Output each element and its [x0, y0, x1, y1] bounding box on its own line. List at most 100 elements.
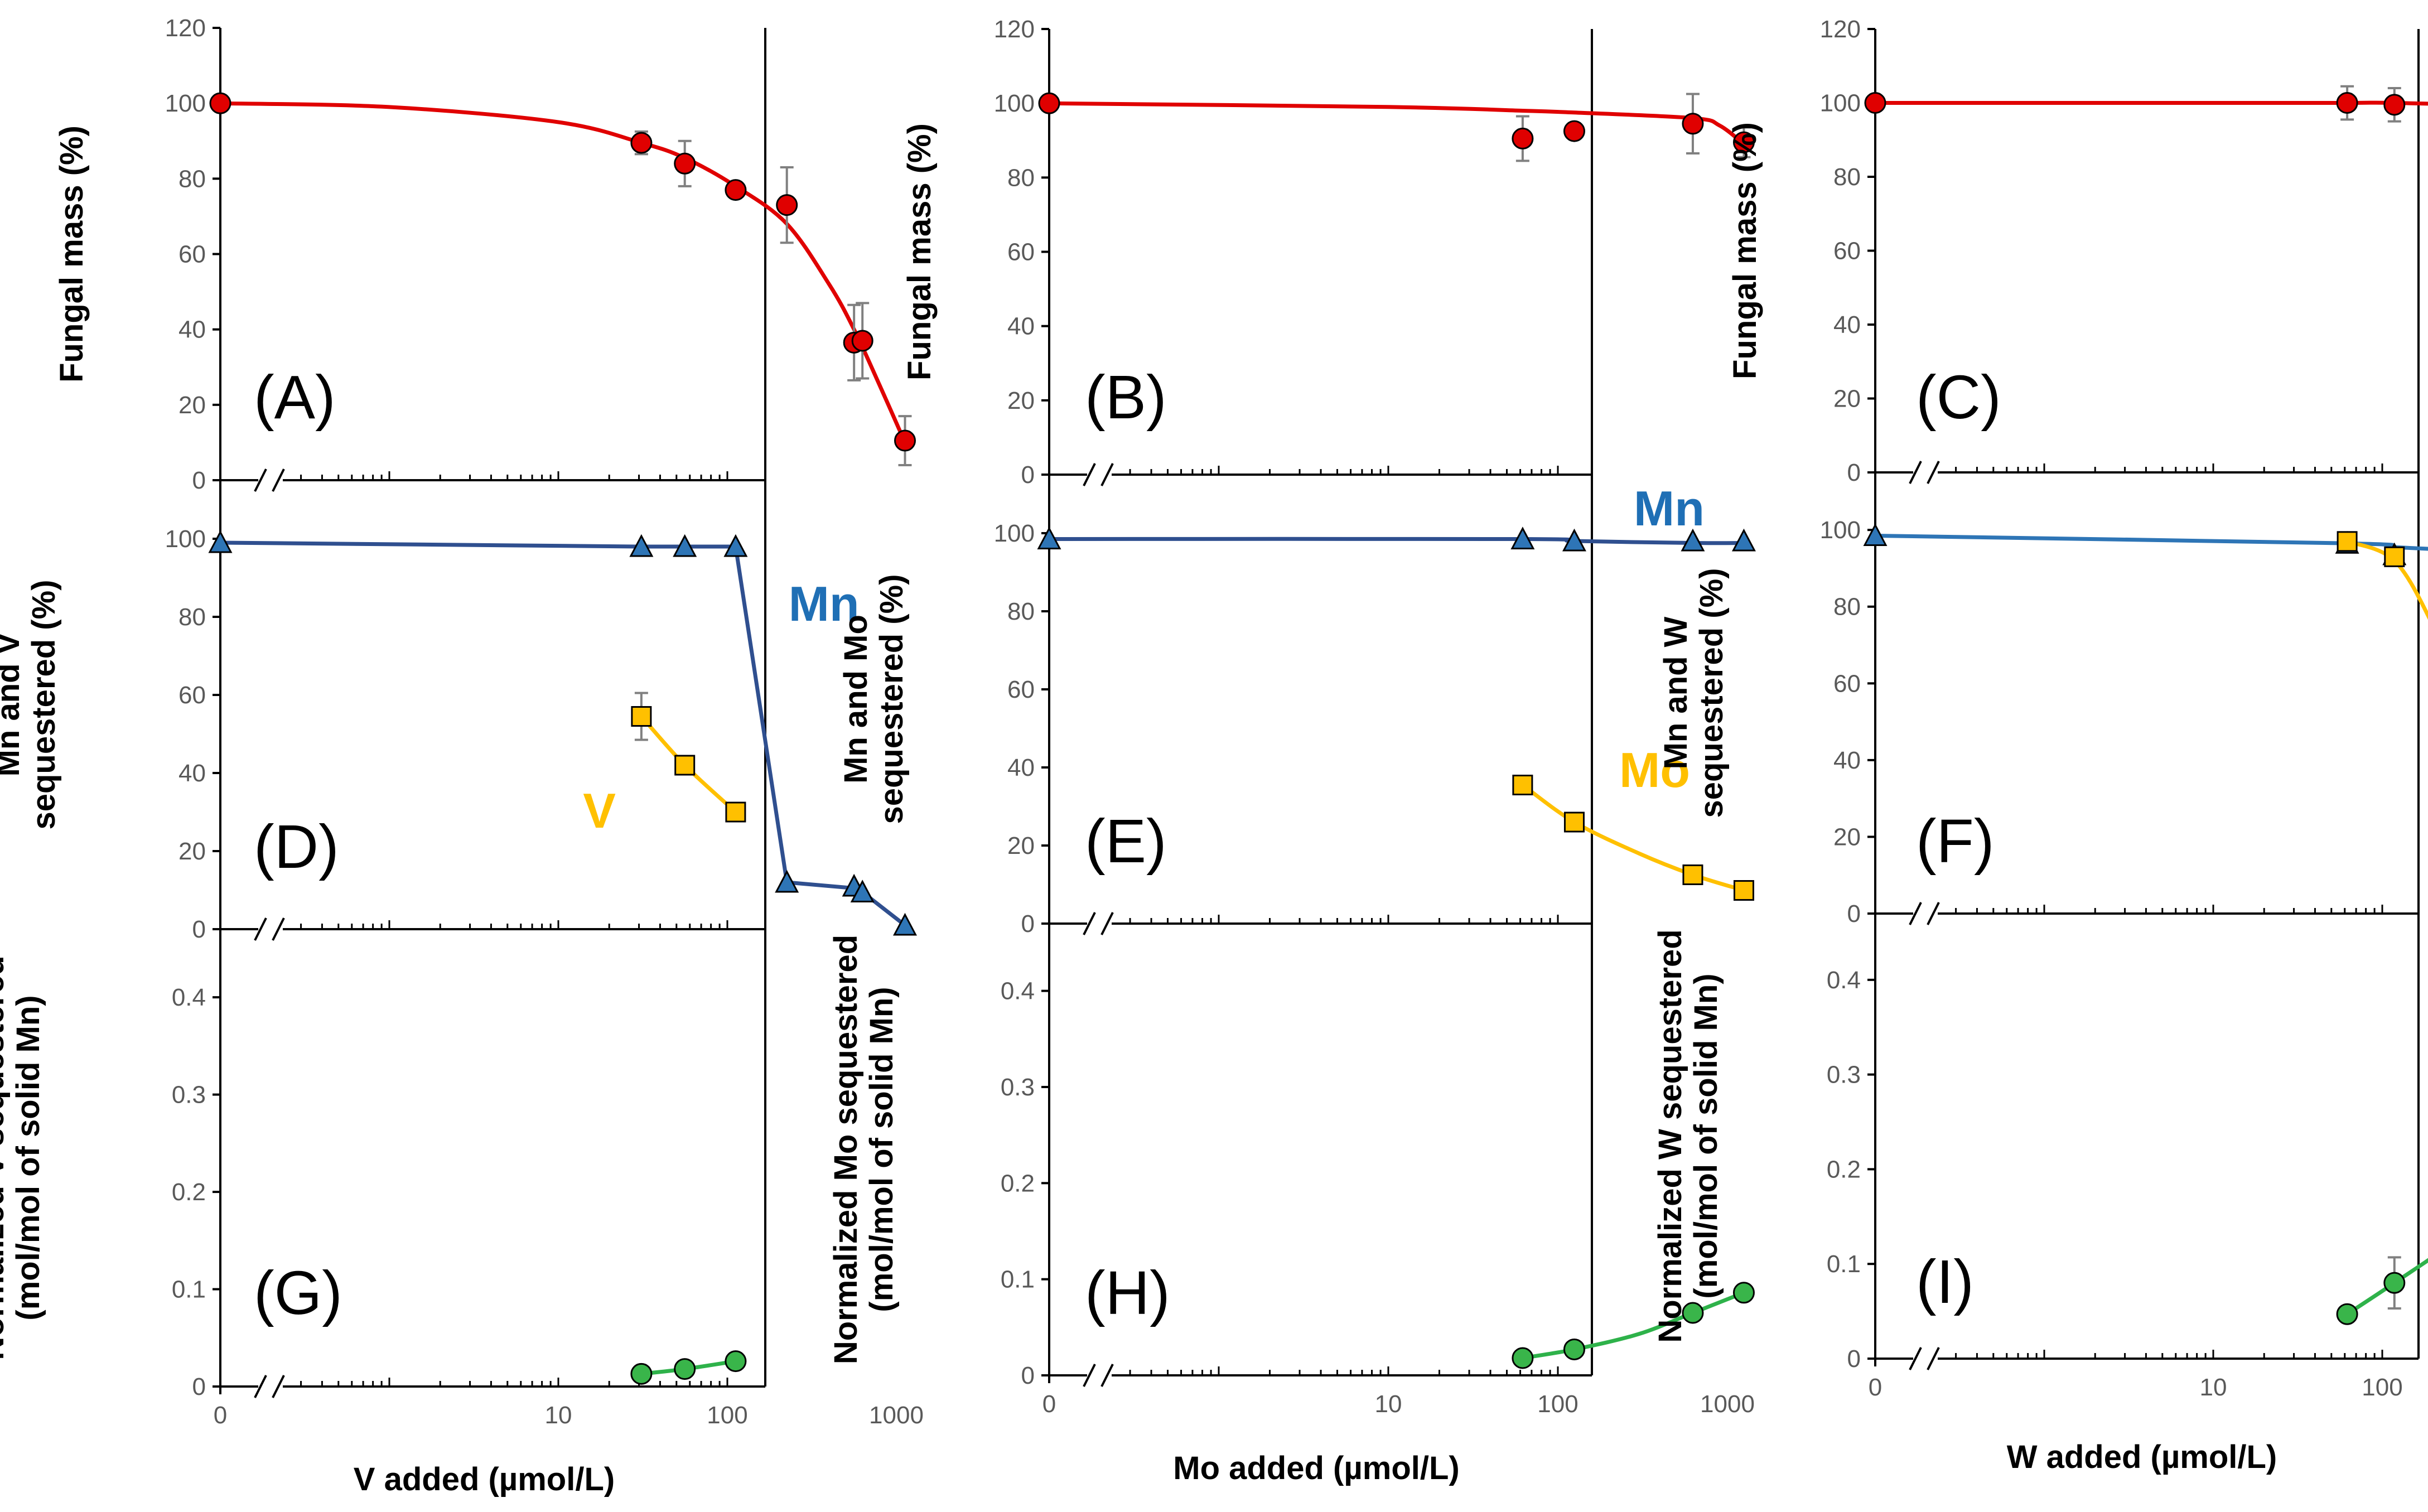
- data-point-mn-d: [673, 534, 697, 557]
- y-tick-label-c: 0: [1847, 459, 1861, 486]
- y-tick-label-c: 80: [1833, 163, 1861, 191]
- y-axis-title-i: Normalized W sequestered: [1652, 929, 1688, 1342]
- y-axis-title-a: Fungal mass (%): [54, 125, 90, 383]
- x-tick-label-i: 0: [1869, 1374, 1882, 1401]
- data-point-fungal mass-c: [1864, 92, 1886, 114]
- data-point-w-i: [2383, 1272, 2406, 1294]
- y-tick-label-a: 20: [178, 392, 206, 419]
- axis-break-mark-d: [272, 917, 285, 941]
- x-tick-label-h: 10: [1375, 1390, 1402, 1418]
- data-point-mo-e: [1682, 864, 1703, 885]
- panel-label-h: (H): [1085, 1259, 1170, 1327]
- y-tick-label-a: 0: [192, 467, 206, 494]
- y-tick-label-d: 60: [178, 682, 206, 709]
- y-tick-label-f: 0: [1847, 900, 1861, 928]
- x-tick-label-h: 1000: [1700, 1390, 1755, 1418]
- data-point-mn-e: [1681, 528, 1705, 552]
- y-tick-label-c: 40: [1833, 311, 1861, 339]
- y-tick-label-f: 100: [1820, 516, 1861, 544]
- y-tick-label-f: 20: [1833, 823, 1861, 851]
- x-tick-label-g: 1000: [869, 1402, 924, 1429]
- y-tick-label-d: 20: [178, 838, 206, 865]
- y-tick-label-b: 20: [1007, 387, 1035, 414]
- data-point-mo-h: [1563, 1338, 1585, 1360]
- y-tick-label-d: 80: [178, 603, 206, 631]
- y-tick-label-h: 0: [1021, 1362, 1035, 1389]
- y-axis-title-e: sequestered (%): [873, 574, 910, 824]
- y-tick-label-a: 80: [178, 165, 206, 192]
- data-point-w-f: [2337, 531, 2358, 552]
- y-tick-label-d: 40: [178, 760, 206, 787]
- y-axis-title-h: Normalized Mo sequestered: [828, 935, 864, 1364]
- y-axis-title-f: Mn and W: [1658, 616, 1694, 769]
- x-tick-label-i: 100: [2362, 1374, 2402, 1401]
- y-tick-label-i: 0.2: [1827, 1156, 1861, 1183]
- y-tick-label-d: 0: [192, 916, 206, 943]
- data-point-fungal mass-b: [1038, 92, 1060, 114]
- data-point-w-i: [2336, 1303, 2358, 1325]
- data-point-mn-d: [208, 530, 233, 553]
- data-point-mo-e: [1733, 880, 1754, 901]
- data-point-fungal mass-b: [1563, 120, 1585, 142]
- y-tick-label-h: 0.1: [1001, 1266, 1035, 1293]
- data-point-fungal mass-c: [2336, 92, 2358, 114]
- axis-break-mark-a: [254, 468, 267, 492]
- y-tick-label-a: 40: [178, 316, 206, 344]
- data-point-v-d: [725, 801, 746, 823]
- axis-break-mark-d: [254, 917, 267, 941]
- y-tick-label-e: 40: [1007, 754, 1035, 781]
- y-tick-label-g: 0.1: [172, 1276, 206, 1303]
- panel-label-a: (A): [254, 363, 336, 432]
- y-tick-label-f: 40: [1833, 747, 1861, 774]
- axis-break-mark-h: [1083, 1364, 1096, 1387]
- panel-label-c: (C): [1916, 363, 2001, 432]
- x-tick-label-g: 10: [545, 1402, 572, 1429]
- data-point-fungal mass-c: [2383, 94, 2406, 116]
- y-tick-label-g: 0.3: [172, 1081, 206, 1109]
- axis-break-mark-g: [254, 1375, 267, 1398]
- data-point-mo-h: [1682, 1302, 1704, 1324]
- data-point-mn-f: [1863, 523, 1888, 546]
- data-point-mo-h: [1732, 1282, 1755, 1304]
- panel-label-e: (E): [1085, 807, 1167, 876]
- x-tick-label-g: 100: [707, 1402, 747, 1429]
- panel-h: 0 0.1 0.2 0.3 0.4 0 10 100 1000 Normalized Mo seq…: [828, 924, 1755, 1418]
- data-point-mn-d: [723, 534, 748, 557]
- y-tick-label-b: 40: [1007, 313, 1035, 340]
- y-axis-title-d: sequestered (%): [26, 579, 62, 829]
- y-tick-label-f: 80: [1833, 593, 1861, 621]
- data-point-mo-h: [1512, 1347, 1534, 1369]
- y-axis-title-g: Normalized V sequestered: [0, 955, 11, 1360]
- data-point-fungal mass-a: [674, 152, 696, 175]
- y-tick-label-g: 0.4: [172, 984, 206, 1011]
- y-tick-label-b: 80: [1007, 164, 1035, 191]
- y-tick-label-e: 100: [994, 520, 1035, 547]
- data-point-fungal mass-a: [851, 330, 873, 352]
- y-tick-label-a: 120: [165, 15, 206, 42]
- data-point-v-d: [631, 706, 652, 727]
- y-tick-label-e: 80: [1007, 598, 1035, 625]
- y-tick-label-a: 60: [178, 241, 206, 268]
- data-point-fungal mass-b: [1682, 113, 1704, 135]
- y-axis-title-d: Mn and V: [0, 632, 26, 776]
- axis-break-mark-e: [1100, 912, 1114, 935]
- y-tick-label-e: 0: [1021, 910, 1035, 938]
- panel-a: 0 20 40 60 80 100 120 Fungal mass (%) (A): [54, 15, 916, 494]
- y-tick-label-h: 0.2: [1001, 1170, 1035, 1197]
- y-tick-label-b: 120: [994, 16, 1035, 43]
- y-axis-title-b: Fungal mass (%): [901, 123, 938, 380]
- panel-label-f: (F): [1916, 807, 1994, 876]
- x-axis-title-w: W added (µmol/L): [2007, 1439, 2277, 1475]
- data-point-mn-e: [1510, 526, 1535, 549]
- series-annotation-v-d: V: [583, 783, 616, 838]
- axis-break-mark-a: [272, 468, 285, 492]
- panel-b: 0 20 40 60 80 100 120 Fungal mass (%) (B): [901, 16, 1755, 489]
- axis-break-mark-e: [1083, 912, 1096, 935]
